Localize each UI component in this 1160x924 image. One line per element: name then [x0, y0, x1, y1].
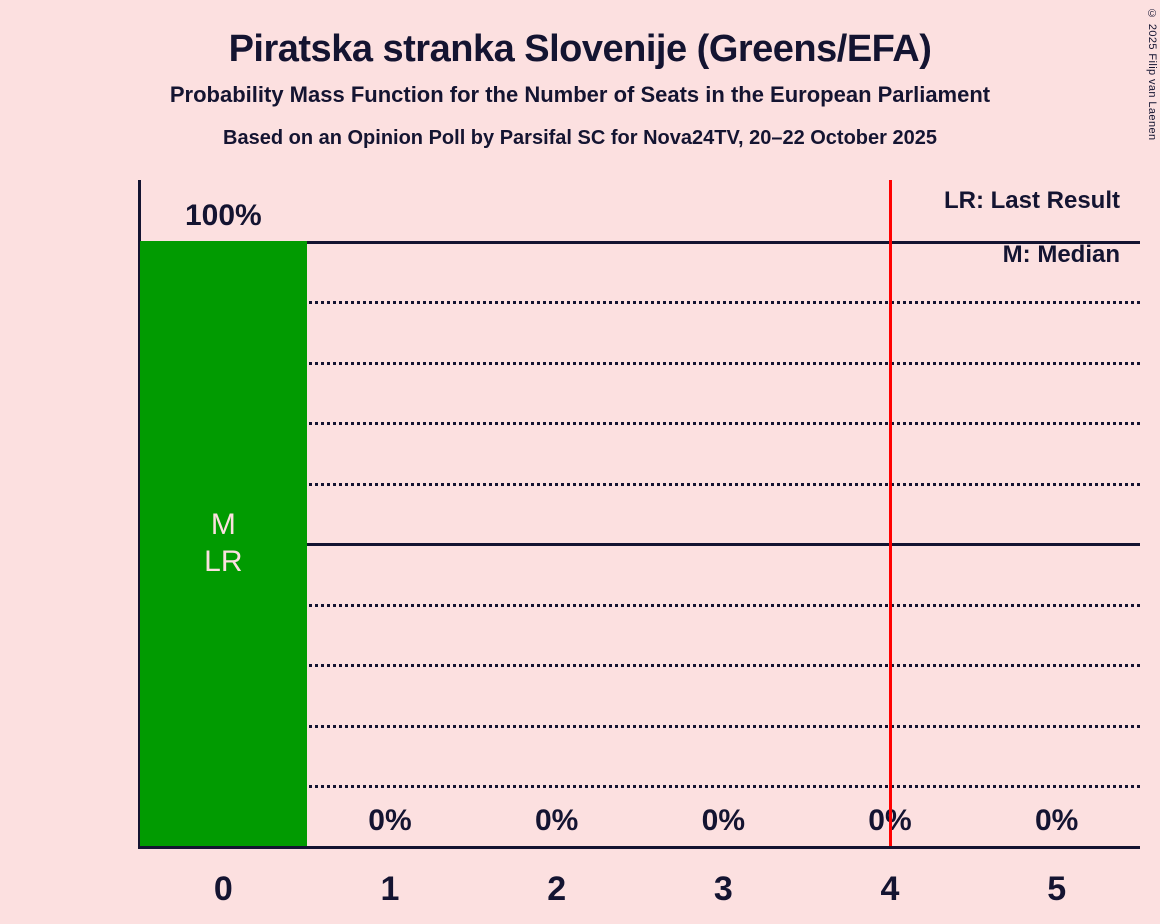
page-title: Piratska stranka Slovenije (Greens/EFA) [228, 28, 932, 70]
gridline [140, 361, 1140, 365]
gridline [140, 664, 1140, 668]
x-tick-label: 1 [380, 870, 400, 908]
chart-subtitle: Probability Mass Function for the Number… [169, 82, 991, 107]
bar-value-label: 0% [1034, 804, 1079, 837]
x-tick-label: 0 [213, 870, 233, 908]
bar-value-label: 0% [368, 804, 412, 837]
chart-source-line: Based on an Opinion Poll by Parsifal SC … [223, 127, 937, 149]
title-block: Piratska stranka Slovenije (Greens/EFA) … [0, 0, 1160, 152]
y-axis-line [138, 180, 141, 846]
gridline [140, 785, 1140, 789]
last-result-marker-label: LR [204, 545, 243, 579]
bar-value-label: 0% [701, 804, 745, 837]
gridline [140, 240, 1140, 244]
gridline [140, 301, 1140, 305]
bar-marker-labels: M LR [140, 506, 307, 580]
bar[interactable]: M LR [140, 240, 307, 846]
gridline [140, 543, 1140, 547]
x-tick-label: 4 [880, 870, 900, 908]
legend-median: M: Median [1002, 241, 1120, 268]
gridline [140, 482, 1140, 486]
x-tick-label: 2 [547, 870, 567, 908]
gridline [140, 603, 1140, 607]
last-result-marker-line [889, 180, 892, 846]
legend-last-result: LR: Last Result [943, 187, 1120, 214]
bar-value-label: 100% [184, 198, 262, 232]
copyright-notice: © 2025 Filip van Laenen [1146, 8, 1158, 141]
bar-value-label: 0% [534, 804, 579, 837]
x-tick-label: 5 [1047, 870, 1067, 908]
gridline [140, 422, 1140, 426]
median-marker-label: M [210, 508, 236, 542]
x-tick-label: 3 [713, 870, 733, 908]
x-axis-line [138, 846, 1140, 849]
gridline [140, 724, 1140, 728]
